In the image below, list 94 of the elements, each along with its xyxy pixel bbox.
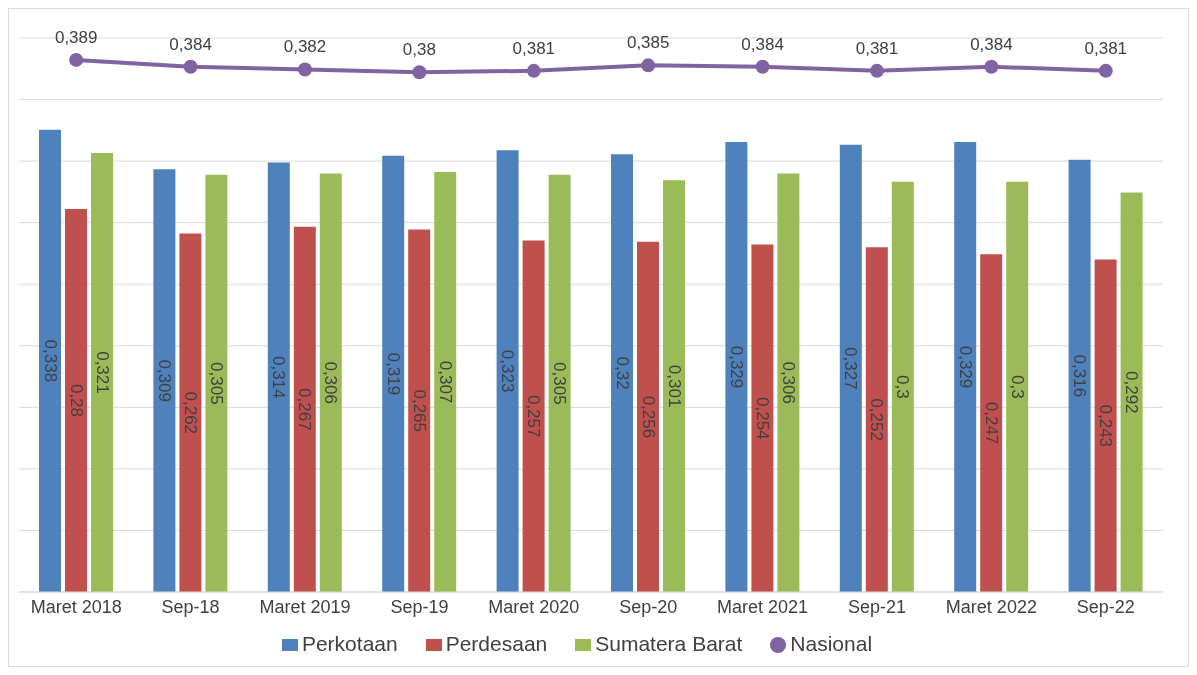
- data-label: 0,329: [955, 345, 975, 389]
- data-label: 0,381: [512, 38, 556, 58]
- data-label: 0,256: [638, 395, 658, 439]
- x-tick-label: Maret 2018: [30, 596, 122, 617]
- x-tick-label: Sep-19: [390, 596, 449, 617]
- data-label: 0,305: [550, 362, 570, 405]
- point: [984, 59, 999, 74]
- bar: [496, 150, 519, 592]
- bar: [980, 254, 1003, 592]
- data-label: 0,306: [778, 361, 798, 404]
- data-label: 0,28: [66, 383, 86, 418]
- x-tick-label: Sep-20: [619, 596, 678, 617]
- data-label: 0,338: [40, 339, 60, 383]
- bar: [91, 152, 113, 592]
- data-label: 0,307: [435, 360, 455, 404]
- data-label: 0,3: [893, 374, 913, 399]
- data-label: 0,329: [726, 345, 746, 389]
- data-label: 0,309: [154, 359, 174, 402]
- data-label: 0,301: [664, 364, 684, 408]
- bar: [293, 226, 316, 592]
- data-label: 0,327: [841, 347, 861, 390]
- point: [298, 62, 312, 77]
- data-label: 0,316: [1070, 354, 1090, 398]
- point: [412, 65, 427, 80]
- bar: [891, 181, 914, 592]
- bar: [548, 174, 571, 592]
- data-label: 0,32: [612, 356, 632, 390]
- data-label: 0,254: [752, 397, 772, 440]
- x-tick-label: Maret 2019: [259, 596, 351, 617]
- bar: [1094, 259, 1117, 592]
- point: [870, 63, 884, 78]
- x-tick-label: Sep-22: [1076, 596, 1135, 617]
- point: [1098, 63, 1113, 78]
- bar: [205, 174, 228, 592]
- data-label: 0,389: [54, 27, 98, 47]
- bar: [725, 141, 748, 592]
- bar: [954, 141, 977, 592]
- bar: [153, 169, 176, 592]
- data-label: 0,321: [92, 351, 112, 394]
- bar: [1120, 192, 1143, 592]
- data-label: 0,243: [1096, 404, 1116, 448]
- bar: [179, 233, 202, 592]
- bar: [434, 172, 457, 592]
- x-tick-label: Maret 2022: [945, 596, 1037, 617]
- x-tick-label: Maret 2020: [488, 596, 580, 617]
- data-label: 0,292: [1122, 371, 1142, 414]
- legend-label: Perkotaan: [301, 632, 398, 655]
- bar: [522, 240, 545, 592]
- data-label: 0,314: [269, 355, 289, 399]
- data-label: 0,257: [524, 394, 544, 438]
- legend-label: Nasional: [790, 632, 873, 655]
- bar: [637, 241, 659, 592]
- bar: [839, 144, 862, 592]
- bar: [663, 180, 685, 592]
- point: [183, 59, 198, 74]
- point: [526, 63, 541, 78]
- point: [755, 59, 770, 74]
- data-label: 0,385: [626, 33, 670, 53]
- x-tick-label: Sep-18: [161, 596, 220, 617]
- bar: [382, 155, 405, 592]
- bar: [1068, 159, 1091, 592]
- bar: [39, 129, 61, 592]
- bar: [865, 247, 888, 592]
- data-label: 0,323: [498, 349, 518, 393]
- bar: [408, 229, 431, 592]
- data-label: 0,305: [206, 362, 226, 405]
- data-label: 0,3: [1007, 374, 1027, 399]
- data-label: 0,319: [383, 352, 403, 396]
- bar: [751, 244, 774, 592]
- point: [69, 52, 84, 67]
- data-label: 0,38: [402, 40, 436, 60]
- bar: [267, 162, 290, 592]
- legend-label: Sumatera Barat: [595, 632, 743, 655]
- data-label: 0,382: [283, 37, 327, 57]
- data-label: 0,262: [180, 391, 200, 435]
- data-label: 0,265: [409, 389, 429, 433]
- data-label: 0,306: [321, 361, 341, 404]
- bar: [65, 208, 87, 592]
- data-label: 0,381: [855, 38, 899, 58]
- data-label: 0,252: [867, 398, 887, 441]
- x-tick-label: Maret 2021: [717, 596, 809, 617]
- bar: [611, 154, 633, 592]
- data-label: 0,267: [295, 388, 315, 431]
- data-label: 0,381: [1084, 38, 1128, 58]
- legend-label: Perdesaan: [445, 632, 548, 655]
- bar: [777, 173, 800, 592]
- data-label: 0,384: [169, 34, 212, 54]
- data-label: 0,247: [981, 401, 1001, 445]
- bar: [1006, 181, 1029, 592]
- x-tick-label: Sep-21: [847, 596, 907, 617]
- bar: [319, 173, 342, 592]
- data-label: 0,384: [970, 34, 1013, 54]
- data-label: 0,384: [741, 34, 784, 54]
- point: [641, 58, 656, 73]
